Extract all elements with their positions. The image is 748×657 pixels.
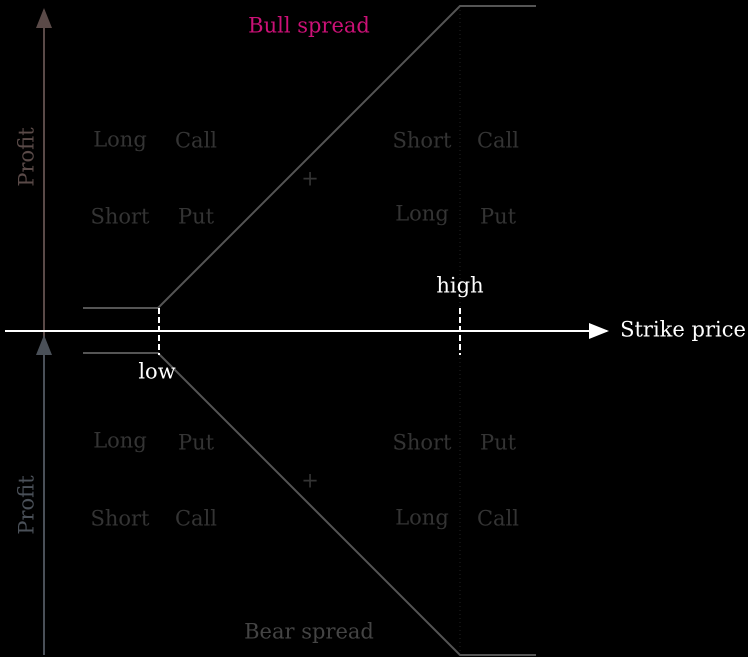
plus: +	[301, 167, 319, 191]
leg: Call	[477, 129, 519, 153]
leg: Long	[93, 429, 147, 453]
leg: Put	[480, 205, 517, 229]
leg: Put	[178, 431, 215, 455]
leg: Long	[395, 506, 449, 530]
leg: Short	[90, 507, 150, 531]
leg: Call	[175, 507, 217, 531]
title: Bull spread	[248, 14, 370, 38]
leg: Short	[392, 129, 452, 153]
title: Bear spread	[244, 620, 374, 644]
axis-label: Profit	[15, 475, 39, 535]
leg: Call	[477, 507, 519, 531]
plus: +	[301, 469, 319, 493]
leg: Short	[392, 431, 452, 455]
axis-label: Profit	[15, 127, 39, 187]
bear-payoff	[83, 352, 536, 656]
leg: Short	[90, 205, 150, 229]
axis-label: Strike price	[620, 318, 746, 342]
bull-payoff	[83, 5, 536, 309]
leg: Put	[480, 431, 517, 455]
leg: Long	[93, 128, 147, 152]
leg: Put	[178, 205, 215, 229]
strike-label: high	[436, 274, 483, 298]
strike-label: low	[138, 360, 175, 384]
leg: Long	[395, 202, 449, 226]
leg: Call	[175, 129, 217, 153]
